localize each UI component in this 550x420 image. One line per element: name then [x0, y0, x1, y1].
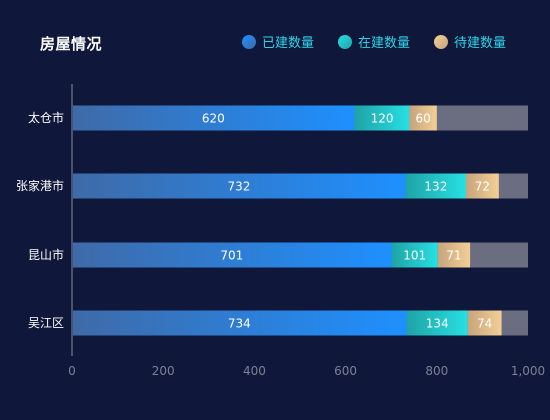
bar-segment-2	[391, 242, 438, 268]
category-label: 张家港市	[16, 178, 64, 193]
data-label: 732	[227, 180, 250, 194]
bar-segment-2	[406, 310, 468, 336]
legend-label-3: 待建数量	[454, 36, 506, 51]
data-label: 71	[446, 249, 461, 263]
data-label: 734	[228, 317, 251, 331]
bar-segment-2	[354, 105, 410, 131]
bar-segment-3	[437, 242, 471, 268]
legend-marker-2	[338, 35, 352, 49]
x-tick-label: 1,000	[511, 364, 545, 378]
x-tick-label: 0	[68, 364, 76, 378]
legend-label-1: 已建数量	[262, 36, 314, 51]
data-label: 132	[424, 180, 447, 194]
bar-segment-3	[467, 310, 502, 336]
category-label: 昆山市	[28, 247, 64, 262]
bar-segment-1	[73, 105, 355, 131]
category-label: 吴江区	[28, 316, 64, 330]
category-label: 太仓市	[28, 110, 64, 125]
data-label: 60	[415, 112, 430, 126]
x-tick-label: 200	[152, 364, 175, 378]
bar-segment-1	[73, 242, 392, 268]
legend-marker-1	[242, 35, 256, 49]
bar-segment-3	[409, 105, 437, 131]
legend-label-2: 在建数量	[358, 36, 410, 51]
bar-segment-1	[73, 173, 406, 199]
data-label: 101	[403, 249, 426, 263]
legend-marker-3	[434, 35, 448, 49]
bar-segment-1	[73, 310, 407, 336]
chart-title: 房屋情况	[40, 35, 103, 53]
x-tick-label: 600	[334, 364, 357, 378]
x-tick-label: 400	[243, 364, 266, 378]
bar-segment-3	[465, 173, 499, 199]
data-label: 120	[371, 112, 394, 126]
data-label: 620	[202, 112, 225, 126]
bar-segment-2	[405, 173, 466, 199]
data-label: 701	[220, 249, 243, 263]
data-label: 74	[477, 317, 492, 331]
data-label: 72	[475, 180, 490, 194]
x-tick-label: 800	[425, 364, 448, 378]
data-label: 134	[426, 317, 449, 331]
